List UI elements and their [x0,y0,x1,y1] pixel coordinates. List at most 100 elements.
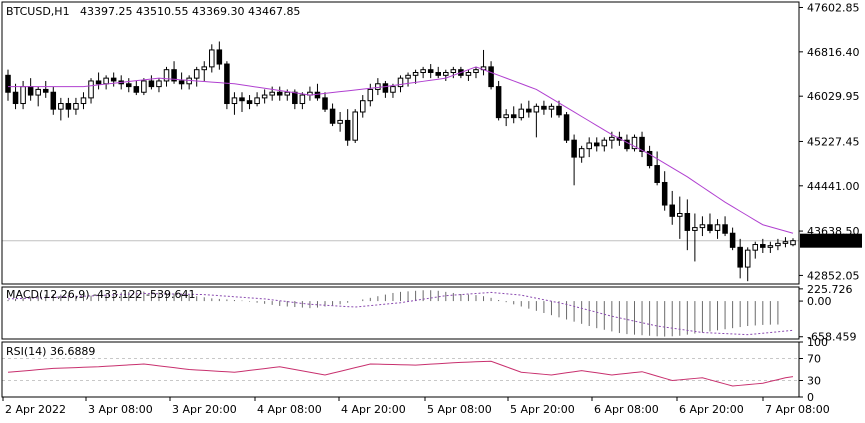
candle-body[interactable] [601,139,608,147]
candle-body[interactable] [299,94,306,105]
candle-body[interactable] [760,244,766,248]
candle-body[interactable] [80,97,87,105]
candle-body[interactable] [533,105,540,113]
candle-body[interactable] [752,244,759,251]
candle-body[interactable] [639,136,645,152]
candle-body[interactable] [631,136,638,150]
candle-body[interactable] [110,77,117,82]
candle-body[interactable] [548,105,555,110]
candle-body[interactable] [495,86,502,119]
candle-body[interactable] [397,77,404,88]
candle-body[interactable] [359,100,366,113]
rsi-pane[interactable] [2,358,799,387]
candle-body[interactable] [677,213,683,217]
candle-body[interactable] [292,91,298,105]
candle-body[interactable] [50,91,57,110]
candle-body[interactable] [473,69,479,74]
candle-body[interactable] [193,69,200,79]
candle-body[interactable] [556,105,562,116]
candle-body[interactable] [526,108,532,113]
candle-body[interactable] [126,83,132,88]
candle-body[interactable] [405,74,411,79]
price-pane[interactable] [2,41,799,282]
candle-body[interactable] [156,80,162,88]
candle-body[interactable] [231,97,238,105]
candle-body[interactable] [624,139,630,150]
candle-body[interactable] [737,246,743,268]
candle-body[interactable] [427,69,434,74]
candle-body[interactable] [276,91,283,96]
candle-body[interactable] [5,74,11,93]
candle-body[interactable] [541,105,547,110]
candle-body[interactable] [571,139,577,158]
candle-body[interactable] [503,114,509,119]
candle-body[interactable] [178,80,185,85]
candle-body[interactable] [58,103,64,110]
candle-body[interactable] [669,204,675,217]
candle-body[interactable] [209,49,215,68]
candle-body[interactable] [510,114,517,119]
candle-body[interactable] [73,103,79,110]
candle-body[interactable] [103,77,109,85]
candle-body[interactable] [329,108,336,124]
candle-body[interactable] [692,227,698,231]
candle-body[interactable] [35,88,41,96]
candle-body[interactable] [337,119,343,124]
candle-body[interactable] [465,72,472,76]
candle-body[interactable] [314,91,321,99]
candle-body[interactable] [518,108,525,119]
candle-body[interactable] [609,136,615,141]
candle-body[interactable] [20,86,26,105]
candle-body[interactable] [27,86,34,96]
candle-body[interactable] [767,245,774,248]
candle-body[interactable] [646,150,653,167]
candle-body[interactable] [488,66,494,88]
candle-body[interactable] [269,91,275,96]
candle-body[interactable] [42,88,49,93]
candle-body[interactable] [352,111,358,141]
candle-body[interactable] [239,97,245,102]
candle-body[interactable] [390,86,396,93]
candle-body[interactable] [744,249,751,268]
candle-body[interactable] [714,224,721,231]
candle-body[interactable] [775,242,781,247]
candle-body[interactable] [246,100,253,105]
candle-body[interactable] [729,232,736,248]
candle-body[interactable] [375,83,381,90]
candle-body[interactable] [322,97,328,110]
candle-body[interactable] [382,83,389,93]
candle-body[interactable] [790,240,796,246]
candle-body[interactable] [163,69,170,82]
candle-body[interactable] [95,80,102,85]
candle-body[interactable] [65,103,72,110]
candle-body[interactable] [593,142,600,147]
candle-body[interactable] [563,114,570,141]
candle-body[interactable] [420,69,426,74]
candle-body[interactable] [578,148,585,158]
candle-body[interactable] [216,49,223,65]
candle-body[interactable] [201,66,208,71]
candle-body[interactable] [684,213,691,231]
candle-body[interactable] [722,224,728,234]
candle-body[interactable] [254,97,260,105]
candle-body[interactable] [661,181,668,206]
candle-body[interactable] [367,88,374,102]
candle-body[interactable] [261,94,268,99]
candle-body[interactable] [412,72,419,76]
candle-body[interactable] [344,119,351,141]
candle-body[interactable] [133,86,140,93]
candle-body[interactable] [435,72,442,76]
candle-body[interactable] [141,80,147,93]
candle-body[interactable] [284,91,291,96]
candle-body[interactable] [586,142,592,150]
candle-body[interactable] [654,165,660,183]
candle-body[interactable] [699,224,706,229]
candle-body[interactable] [443,72,449,76]
candle-body[interactable] [12,91,19,105]
macd-pane[interactable] [7,290,794,337]
candle-body[interactable] [707,224,713,231]
candle-body[interactable] [148,80,155,88]
candle-body[interactable] [782,241,789,244]
candle-body[interactable] [171,69,177,82]
candle-body[interactable] [450,69,457,74]
